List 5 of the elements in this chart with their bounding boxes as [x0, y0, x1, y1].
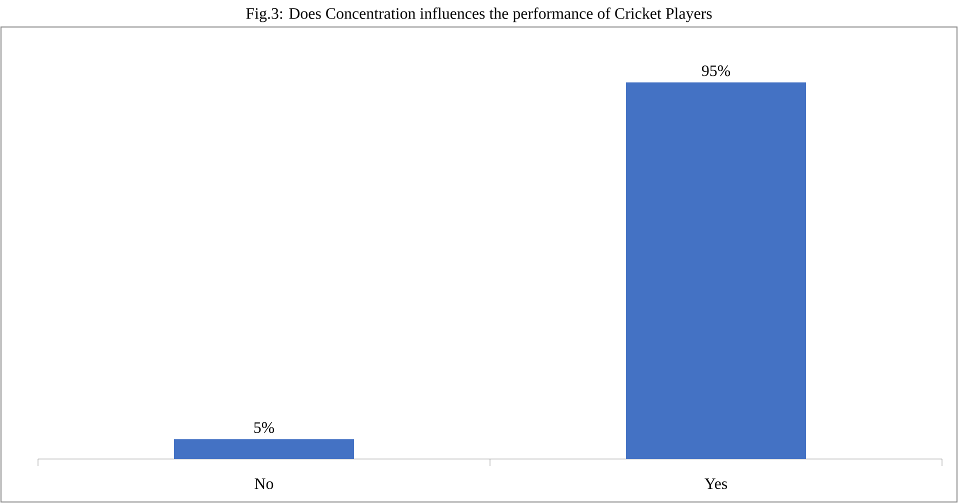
data-label: 5% — [254, 422, 274, 433]
chart-title: Fig.3: Does Concentration influences the performance of Cricket Players — [246, 8, 712, 22]
data-label: 95% — [702, 65, 730, 76]
x-tick-label: Yes — [704, 478, 728, 490]
x-tick-label: No — [254, 478, 274, 490]
